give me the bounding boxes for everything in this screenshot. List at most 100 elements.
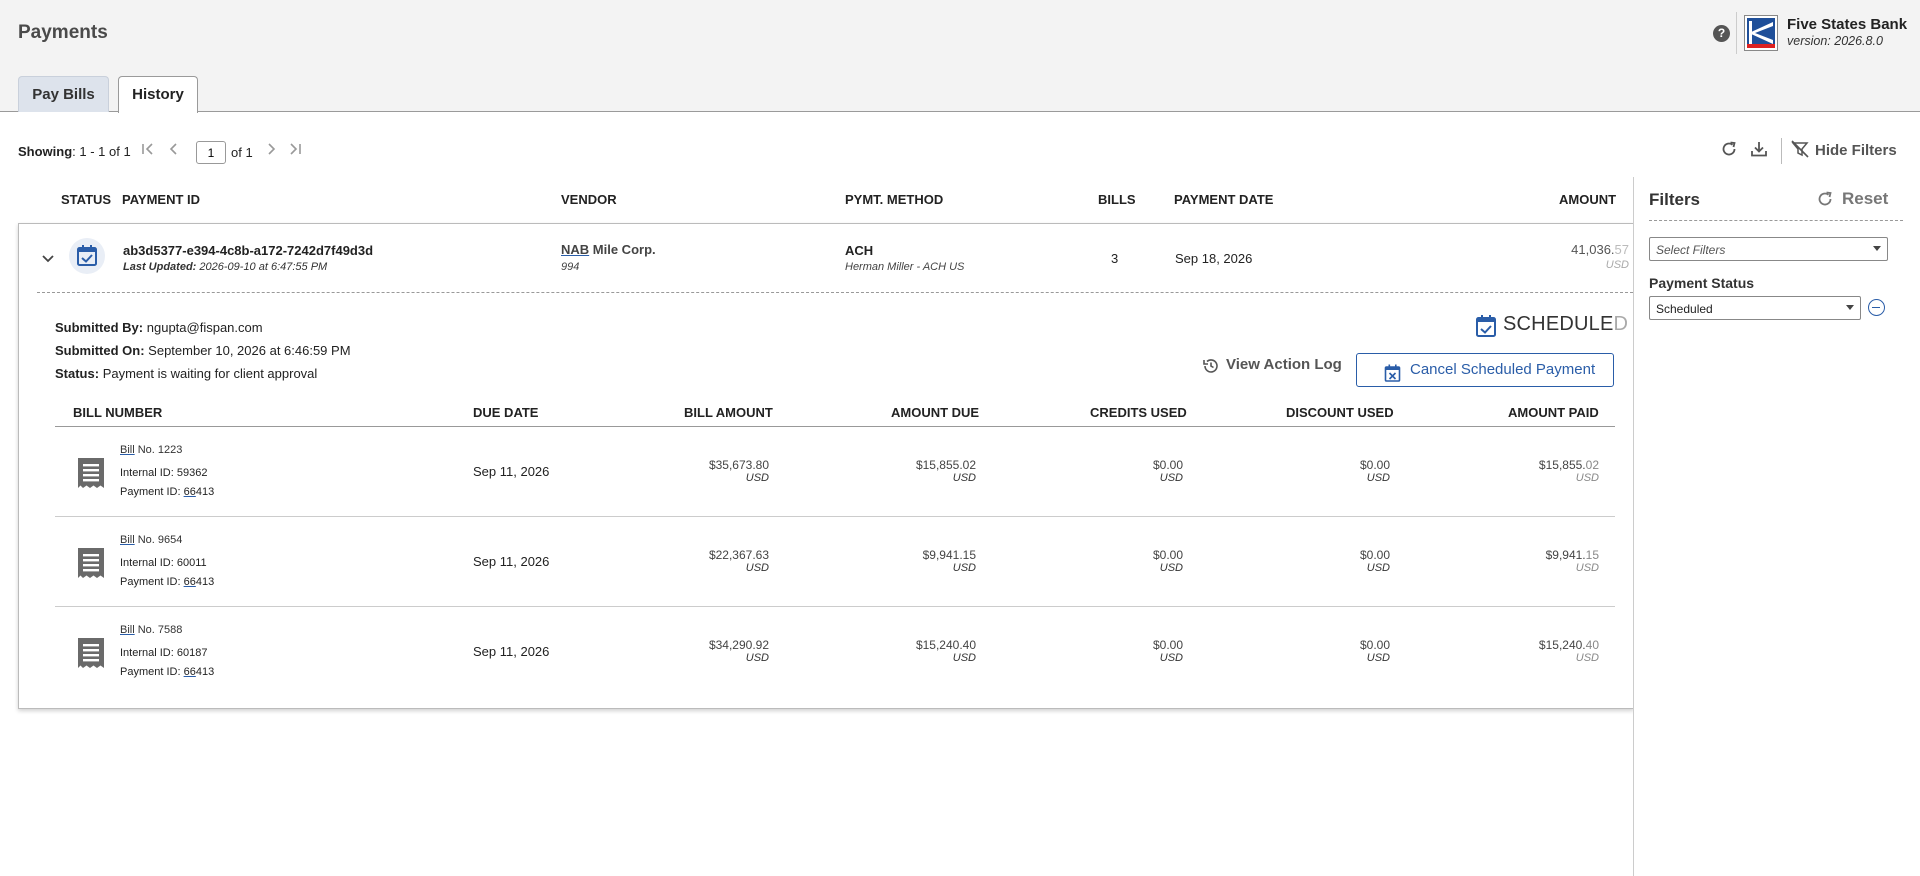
chevron-down-icon: [1846, 305, 1854, 310]
payment-id[interactable]: ab3d5377-e394-4c8b-a172-7242d7f49d3d: [123, 243, 374, 258]
page-number-input[interactable]: [196, 141, 226, 164]
col-method[interactable]: PYMT. METHOD: [845, 192, 944, 207]
bill-due-date: Sep 11, 2026: [473, 554, 550, 569]
select-filters-dropdown[interactable]: Select Filters: [1649, 237, 1888, 261]
amount-due: $15,240.40 USD: [915, 638, 976, 664]
refresh-icon[interactable]: [1720, 140, 1738, 163]
first-page-icon[interactable]: [141, 142, 155, 160]
collapse-chevron-icon[interactable]: [41, 251, 55, 267]
amount-due: $9,941.15 USD: [922, 548, 976, 574]
amount-paid: $9,941.15 USD: [1545, 548, 1599, 574]
bill-row: Bill No. 7588 Internal ID: 60187 Payment…: [55, 607, 1615, 697]
toolbar-divider: [1781, 138, 1782, 164]
page-total: of 1: [231, 145, 253, 160]
tab-pay-bills[interactable]: Pay Bills: [18, 76, 109, 112]
app-version: version: 2026.8.0: [1787, 34, 1883, 48]
col-status[interactable]: STATUS: [61, 192, 112, 207]
filters-divider: [1649, 220, 1903, 221]
col-amount[interactable]: AMOUNT: [1559, 192, 1617, 207]
last-updated: Last Updated: 2026-09-10 at 6:47:55 PM: [123, 261, 328, 273]
bill-amount: $34,290.92 USD: [708, 638, 769, 664]
brand-divider: [1736, 12, 1737, 54]
col-payment-date[interactable]: PAYMENT DATE: [1174, 192, 1274, 207]
bills-count: 3: [1111, 251, 1119, 266]
filters-title: Filters: [1649, 190, 1701, 209]
col-due-date[interactable]: DUE DATE: [473, 405, 539, 420]
bill-internal-id: Internal ID: 60187: [120, 647, 208, 659]
remove-filter-icon[interactable]: [1868, 299, 1885, 316]
payment-date: Sep 18, 2026: [1175, 251, 1253, 266]
bill-row: Bill No. 1223 Internal ID: 59362 Payment…: [55, 427, 1615, 517]
next-page-icon[interactable]: [264, 142, 278, 160]
vendor-name: NAB Mile Corp.: [561, 242, 656, 257]
cancel-scheduled-payment-button[interactable]: Cancel Scheduled Payment: [1356, 353, 1614, 387]
amount-paid: $15,855.02 USD: [1538, 458, 1599, 484]
hide-filters-button[interactable]: Hide Filters: [1815, 142, 1897, 159]
col-bill-amount[interactable]: BILL AMOUNT: [684, 405, 773, 420]
bill-amount: $22,367.63 USD: [708, 548, 769, 574]
payment-method-account: Herman Miller - ACH US: [845, 261, 965, 273]
calendar-cancel-icon: [1384, 362, 1401, 394]
payment-amount: 41,036.57: [1571, 242, 1629, 257]
tab-history[interactable]: History: [118, 76, 198, 113]
bill-number[interactable]: Bill No. 1223: [120, 444, 183, 456]
payment-status-filter-label: Payment Status: [1649, 275, 1755, 291]
discount-used: $0.00 USD: [1359, 548, 1390, 574]
bill-row: Bill No. 9654 Internal ID: 60011 Payment…: [55, 517, 1615, 607]
submitted-on: Submitted On: September 10, 2026 at 6:46…: [55, 343, 351, 358]
calendar-check-icon: [1476, 315, 1496, 337]
bill-number[interactable]: Bill No. 9654: [120, 534, 183, 546]
payment-currency: USD: [1605, 259, 1629, 271]
bill-payment-id: Payment ID: 66413: [120, 576, 215, 588]
payment-method: ACH: [845, 243, 874, 258]
reset-icon: [1818, 191, 1832, 206]
credits-used: $0.00 USD: [1152, 458, 1183, 484]
bill-amount: $35,673.80 USD: [708, 458, 769, 484]
payment-status-dropdown[interactable]: Scheduled: [1649, 296, 1861, 320]
col-vendor[interactable]: VENDOR: [561, 192, 617, 207]
bill-payment-id: Payment ID: 66413: [120, 486, 215, 498]
bill-icon: [78, 458, 104, 488]
bank-logo: [1744, 15, 1778, 51]
status-indicator: [69, 238, 105, 274]
filter-off-icon[interactable]: [1791, 140, 1809, 163]
bill-internal-id: Internal ID: 59362: [120, 467, 208, 479]
vendor-id: 994: [561, 261, 580, 273]
bill-icon: [78, 638, 104, 668]
col-amount-paid[interactable]: AMOUNT PAID: [1508, 405, 1599, 420]
bill-header-divider: [55, 426, 1615, 427]
amount-due: $15,855.02 USD: [915, 458, 976, 484]
credits-used: $0.00 USD: [1152, 548, 1183, 574]
col-bill-number[interactable]: BILL NUMBER: [73, 405, 163, 420]
bill-number[interactable]: Bill No. 7588: [120, 624, 183, 636]
bill-icon: [78, 548, 104, 578]
showing-count: Showing: 1 - 1 of 1: [18, 144, 131, 159]
col-amount-due[interactable]: AMOUNT DUE: [891, 405, 980, 420]
bill-internal-id: Internal ID: 60011: [120, 557, 207, 569]
page-title: Payments: [18, 22, 108, 43]
payment-status-text: Status: Payment is waiting for client ap…: [55, 366, 318, 381]
calendar-check-icon: [77, 245, 97, 266]
chevron-down-icon: [1873, 246, 1881, 251]
col-payment-id[interactable]: PAYMENT ID: [122, 192, 201, 207]
payment-card: ab3d5377-e394-4c8b-a172-7242d7f49d3d Las…: [18, 223, 1634, 709]
amount-paid: $15,240.40 USD: [1538, 638, 1599, 664]
col-discount-used[interactable]: DISCOUNT USED: [1286, 405, 1394, 420]
filters-panel: Filters Reset Select Filters Payment Sta…: [1633, 177, 1920, 876]
app-header: Payments ? Five States Bank version: 202…: [0, 0, 1920, 113]
submitted-by: Submitted By: ngupta@fispan.com: [55, 320, 263, 335]
col-credits-used[interactable]: CREDITS USED: [1090, 405, 1187, 420]
bank-name: Five States Bank: [1787, 16, 1908, 33]
row-divider: [37, 292, 1633, 293]
bill-payment-id: Payment ID: 66413: [120, 666, 215, 678]
history-icon: [1203, 359, 1218, 373]
discount-used: $0.00 USD: [1359, 458, 1390, 484]
bill-due-date: Sep 11, 2026: [473, 644, 550, 659]
prev-page-icon[interactable]: [167, 142, 181, 160]
col-bills[interactable]: BILLS: [1098, 192, 1136, 207]
download-icon[interactable]: [1750, 140, 1768, 163]
bill-due-date: Sep 11, 2026: [473, 464, 550, 479]
last-page-icon[interactable]: [288, 142, 302, 160]
credits-used: $0.00 USD: [1152, 638, 1183, 664]
help-icon[interactable]: ?: [1713, 25, 1730, 42]
